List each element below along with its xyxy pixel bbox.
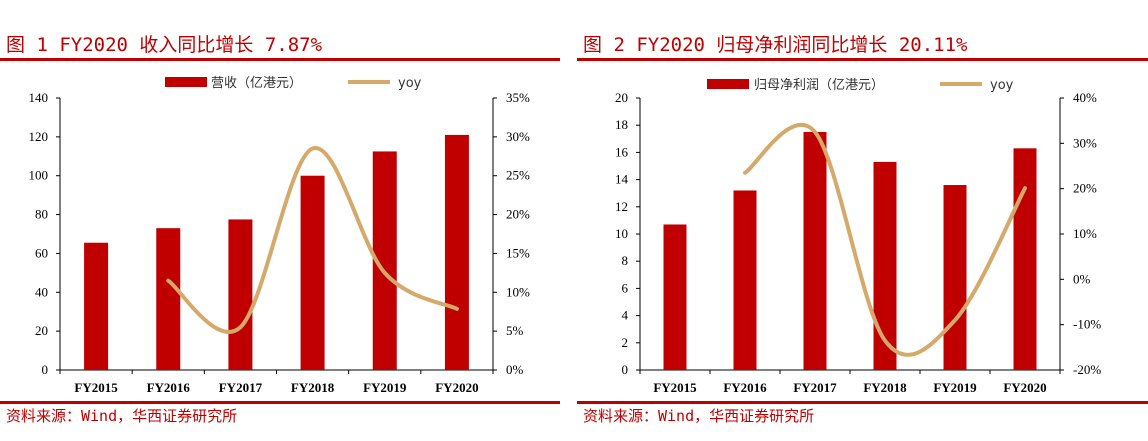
- y-right-tick-label: 35%: [506, 90, 530, 105]
- yoy-line: [166, 146, 459, 334]
- x-tick-label: FY2017: [219, 380, 263, 395]
- y-left-tick-label: 140: [29, 90, 49, 105]
- y-left-tick-label: 8: [622, 253, 629, 268]
- bar-FY2018: [300, 175, 325, 370]
- x-tick-label: FY2016: [723, 380, 767, 395]
- y-left-tick-label: 10: [615, 226, 628, 241]
- legend-bar-label: 归母净利润（亿港元）: [754, 78, 884, 93]
- legend-bar-swatch: [165, 77, 207, 87]
- x-tick-label: FY2015: [74, 380, 118, 395]
- x-tick-label: FY2018: [291, 380, 335, 395]
- y-right-tick-label: 40%: [1073, 90, 1097, 105]
- legend-line-label: yoy: [990, 78, 1014, 93]
- y-right-tick-label: 20%: [506, 207, 530, 222]
- y-right-tick-label: 25%: [506, 168, 530, 183]
- chart-panel-net-profit: 图 2 FY2020 归母净利润同比增长 20.11% 0 2 4 6 8 10 12 14 1…: [577, 0, 1148, 441]
- revenue-chart: 0 20 40 60 80 100 120 140 0% 5% 10% 15% 20% 25% 30% 35%…: [29, 76, 531, 395]
- legend-line-label: yoy: [398, 76, 422, 91]
- y-left-tick-label: 100: [29, 168, 49, 183]
- y-left-tick-label: 2: [622, 335, 629, 350]
- source-rule: [0, 401, 560, 404]
- source-note: 资料来源：Wind，华西证券研究所: [6, 407, 238, 425]
- bar-FY2016: [156, 228, 181, 370]
- y-left-tick-label: 12: [615, 199, 628, 214]
- bar-FY2017: [228, 219, 253, 370]
- bar-FY2016: [733, 190, 757, 370]
- source-rule: [577, 401, 1148, 404]
- y-right-tick-label: 10%: [1073, 226, 1097, 241]
- y-left-tick-label: 16: [615, 144, 629, 159]
- y-left-tick-label: 60: [35, 245, 48, 260]
- x-tick-label: FY2020: [435, 380, 478, 395]
- y-left-tick-label: 0: [42, 362, 49, 377]
- y-left-tick-label: 0: [622, 362, 629, 377]
- chart-title: 图 2 FY2020 归母净利润同比增长 20.11%: [583, 34, 968, 56]
- y-right-tick-label: 30%: [1073, 135, 1097, 150]
- bar-FY2015: [84, 242, 109, 370]
- y-left-tick-label: 80: [35, 207, 48, 222]
- y-left-tick-label: 40: [35, 284, 48, 299]
- title-rule: [577, 58, 1148, 61]
- bar-FY2019: [943, 185, 967, 370]
- y-right-tick-label: 0%: [1073, 271, 1091, 286]
- source-note: 资料来源：Wind，华西证券研究所: [583, 407, 815, 425]
- bar-FY2020: [444, 134, 469, 370]
- chart-panel-revenue: 图 1 FY2020 收入同比增长 7.87% 0 20 40 60 80 100 120 1…: [0, 0, 560, 441]
- y-left-tick-label: 4: [622, 308, 629, 323]
- bar-FY2015: [663, 224, 687, 370]
- yoy-line: [743, 122, 1027, 357]
- y-left-tick-label: 120: [29, 129, 49, 144]
- y-right-tick-label: 30%: [506, 129, 530, 144]
- x-tick-label: FY2015: [653, 380, 697, 395]
- x-tick-label: FY2020: [1003, 380, 1046, 395]
- y-right-tick-label: -20%: [1073, 362, 1101, 377]
- y-right-tick-label: 0%: [506, 362, 524, 377]
- y-right-tick-label: 5%: [506, 323, 524, 338]
- y-left-tick-label: 20: [35, 323, 48, 338]
- x-tick-label: FY2018: [863, 380, 907, 395]
- bar-FY2018: [873, 161, 897, 370]
- y-right-tick-label: -10%: [1073, 317, 1101, 332]
- legend-bar-label: 营收（亿港元）: [211, 76, 302, 91]
- bar-FY2020: [1013, 148, 1037, 370]
- y-left-tick-label: 6: [622, 280, 629, 295]
- y-right-tick-label: 20%: [1073, 181, 1097, 196]
- x-tick-label: FY2019: [933, 380, 977, 395]
- y-left-tick-label: 20: [615, 90, 628, 105]
- x-tick-label: FY2019: [363, 380, 407, 395]
- bar-FY2017: [803, 132, 827, 370]
- y-right-tick-label: 10%: [506, 284, 530, 299]
- x-tick-label: FY2016: [147, 380, 191, 395]
- title-rule: [0, 58, 560, 61]
- y-right-tick-label: 15%: [506, 245, 530, 260]
- x-tick-label: FY2017: [793, 380, 837, 395]
- net-profit-chart: 0 2 4 6 8 10 12 14 16 18 20 -20% -10% 0% 10% 20% 30% 40% F…: [615, 78, 1101, 395]
- y-left-tick-label: 18: [615, 117, 628, 132]
- chart-title: 图 1 FY2020 收入同比增长 7.87%: [6, 34, 323, 56]
- legend-bar-swatch: [707, 79, 749, 89]
- y-left-tick-label: 14: [615, 172, 629, 187]
